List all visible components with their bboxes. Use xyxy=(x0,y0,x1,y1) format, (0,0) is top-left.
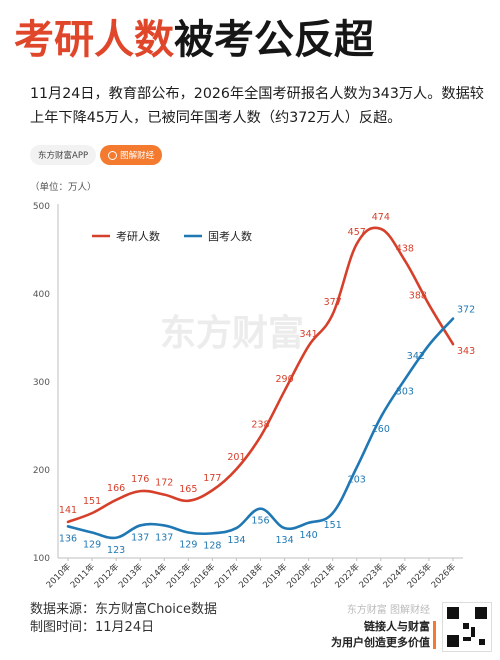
data-label: 474 xyxy=(372,212,390,223)
x-tick-label: 2026年 xyxy=(429,561,458,590)
data-label: 141 xyxy=(59,505,77,516)
data-label: 377 xyxy=(324,297,342,308)
data-label: 290 xyxy=(275,374,293,385)
x-tick-label: 2019年 xyxy=(261,561,290,590)
qr-code-icon[interactable] xyxy=(442,602,492,652)
headline-part2: 被考公反超 xyxy=(174,17,374,63)
unit-label: （单位：万人） xyxy=(30,181,97,193)
x-tick-label: 2024年 xyxy=(381,561,410,590)
line-chart: 东方财富 （单位：万人） 1002003004005002010年2011年20… xyxy=(30,181,475,590)
data-label: 172 xyxy=(155,478,173,489)
headline-part1: 考研人数 xyxy=(14,17,174,63)
slogan-line2: 为用户创造更多价值 xyxy=(331,636,430,649)
x-tick-label: 2023年 xyxy=(357,561,386,590)
x-tick-label: 2014年 xyxy=(140,561,169,590)
y-tick-label: 100 xyxy=(33,554,50,564)
slogan-line1: 链接人与财富 xyxy=(364,620,430,633)
x-tick-label: 2017年 xyxy=(212,561,241,590)
chart: 东方财富 （单位：万人） 100 200 300 400 500 2010年 2011年 20… xyxy=(0,170,500,600)
data-label: 203 xyxy=(348,474,366,485)
data-label: 342 xyxy=(407,351,425,362)
brand-button-label: 图解财经 xyxy=(120,151,155,161)
y-tick-label: 500 xyxy=(33,202,50,212)
legend: 考研人数 国考人数 xyxy=(92,230,252,243)
y-tick-label: 300 xyxy=(33,378,50,388)
data-label: 129 xyxy=(83,539,101,550)
data-label: 388 xyxy=(409,291,427,302)
x-tick-label: 2011年 xyxy=(68,561,97,590)
x-tick-label: 2025年 xyxy=(405,561,434,590)
brand-logo-icon xyxy=(108,150,118,160)
x-tick-label: 2020年 xyxy=(285,561,314,590)
x-tick-label: 2018年 xyxy=(237,561,266,590)
data-label: 137 xyxy=(155,532,173,543)
data-label: 260 xyxy=(372,424,390,435)
date-text: 制图时间：11月24日 xyxy=(30,620,155,635)
watermark-text: 东方财富 xyxy=(160,312,304,354)
data-label: 165 xyxy=(179,484,197,495)
data-label: 136 xyxy=(59,533,77,544)
headline: 考研人数被考公反超 xyxy=(14,12,486,68)
data-label: 177 xyxy=(203,473,221,484)
legend-label-1: 国考人数 xyxy=(208,230,252,243)
data-label: 201 xyxy=(227,452,245,463)
footer: 数据来源：东方财富Choice数据 制图时间：11月24日 xyxy=(30,601,217,637)
data-label: 151 xyxy=(324,520,342,531)
intro-text: 11月24日，教育部公布，2026年全国考研报名人数为343万人。数据较上年下降… xyxy=(30,86,484,126)
data-label: 166 xyxy=(107,483,125,494)
x-tick-label: 2021年 xyxy=(309,561,338,590)
legend-label-0: 考研人数 xyxy=(116,230,160,243)
brand-button[interactable]: 图解财经 xyxy=(100,145,163,165)
accent-bar xyxy=(433,621,436,649)
x-tick-label: 2010年 xyxy=(44,561,73,590)
x-tick-label: 2015年 xyxy=(164,561,193,590)
x-tick-label: 2016年 xyxy=(188,561,217,590)
data-label: 156 xyxy=(251,516,269,527)
source-text: 数据来源：东方财富Choice数据 xyxy=(30,602,218,617)
data-label: 343 xyxy=(457,346,475,357)
series-line-1 xyxy=(66,317,455,540)
x-tick-label: 2012年 xyxy=(92,561,121,590)
brand-app-label: 东方财富APP xyxy=(30,145,97,165)
y-tick-label: 200 xyxy=(33,466,50,476)
data-label: 438 xyxy=(396,244,414,255)
y-tick-label: 400 xyxy=(33,290,50,300)
data-label: 303 xyxy=(396,386,414,397)
data-label: 134 xyxy=(227,535,245,546)
data-label: 238 xyxy=(251,420,269,431)
data-label: 372 xyxy=(457,305,475,316)
data-label: 128 xyxy=(203,540,221,551)
x-tick-label: 2022年 xyxy=(333,561,362,590)
series-line-0 xyxy=(66,226,455,524)
data-label: 140 xyxy=(300,530,318,541)
data-label: 176 xyxy=(131,474,149,485)
data-label: 137 xyxy=(131,532,149,543)
footer-brandline: 东方财富 图解财经 xyxy=(346,605,430,616)
brand-bar: 东方财富APP 图解财经 xyxy=(30,144,163,166)
data-label: 129 xyxy=(179,539,197,550)
data-label: 457 xyxy=(348,227,366,238)
series-group: 141 151 166 176 172 165 177 201 238 290 341 377 457 4… xyxy=(59,212,475,556)
footer-slogan: 东方财富 图解财经 链接人与财富 为用户创造更多价值 xyxy=(331,603,430,651)
data-label: 134 xyxy=(275,535,293,546)
x-tick-label: 2013年 xyxy=(116,561,145,590)
data-label: 341 xyxy=(300,329,318,340)
data-label: 151 xyxy=(83,496,101,507)
data-label: 123 xyxy=(107,545,125,556)
